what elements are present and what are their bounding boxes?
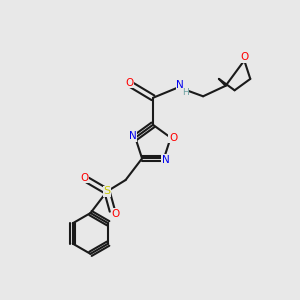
Text: N: N bbox=[162, 155, 169, 165]
Text: O: O bbox=[111, 209, 119, 219]
Text: S: S bbox=[103, 186, 110, 197]
Text: O: O bbox=[125, 78, 133, 88]
Text: N: N bbox=[129, 131, 137, 141]
Text: H: H bbox=[182, 88, 188, 97]
Text: O: O bbox=[80, 172, 88, 183]
Text: O: O bbox=[169, 133, 177, 143]
Text: O: O bbox=[240, 52, 248, 62]
Text: N: N bbox=[176, 80, 184, 90]
